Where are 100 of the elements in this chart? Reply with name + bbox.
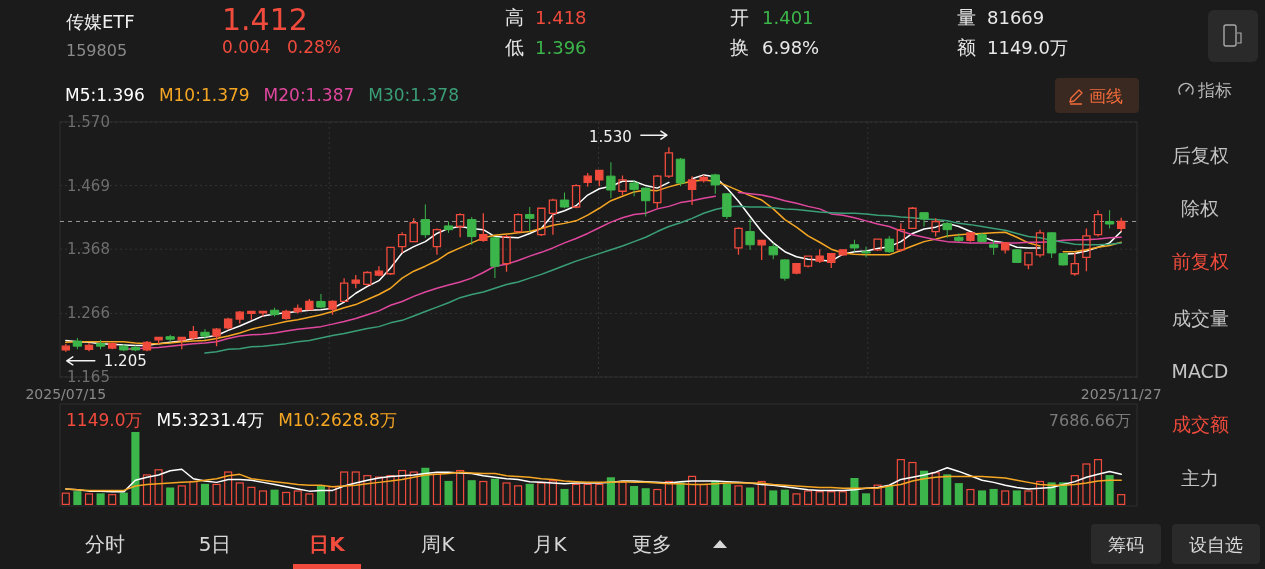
bar (119, 492, 128, 505)
bar (989, 488, 998, 505)
candlestick (734, 226, 743, 256)
bar (769, 490, 778, 505)
bar (398, 469, 407, 505)
bar (61, 492, 70, 505)
bar (258, 490, 268, 505)
candlestick (1082, 227, 1091, 272)
candlestick (606, 161, 616, 199)
candlestick (942, 222, 952, 239)
candlestick (455, 212, 465, 238)
candlestick (537, 206, 546, 237)
candlestick (815, 248, 824, 264)
candlestick (1104, 209, 1115, 229)
candlestick (212, 327, 221, 347)
candlestick (363, 270, 372, 287)
text: 额 (957, 36, 976, 58)
text: 7686.66万 (1048, 410, 1131, 430)
candlestick (722, 192, 732, 220)
candlestick (827, 252, 836, 269)
candlestick (873, 237, 882, 252)
candlestick (768, 243, 778, 260)
candlestick (374, 265, 384, 277)
bar (1024, 490, 1033, 505)
bar (664, 480, 673, 505)
candlestick (61, 342, 71, 353)
bar (688, 475, 697, 505)
text: 1.418 (535, 6, 587, 28)
text: 成交额 (1171, 413, 1229, 435)
candlestick (966, 231, 975, 243)
text: 81669 (987, 6, 1045, 28)
bar (653, 488, 662, 505)
candlestick (757, 239, 766, 261)
bar (374, 476, 383, 505)
candlestick (130, 345, 141, 352)
text: 更多 (632, 532, 672, 556)
candlestick (1116, 217, 1126, 233)
bar (212, 483, 221, 505)
text: 1.396 (535, 36, 587, 58)
text: MACD (1171, 360, 1229, 382)
y-tick-label: 1.570 (67, 113, 110, 131)
bar (896, 459, 905, 505)
candlestick (954, 232, 964, 243)
candlestick (745, 218, 755, 251)
candlestick (258, 310, 268, 318)
candlestick (1046, 231, 1057, 259)
bar (606, 477, 615, 505)
bar (525, 483, 534, 505)
bar (479, 480, 488, 505)
annotation: 1.205 (103, 351, 147, 370)
text: 1.412 (222, 1, 308, 37)
text: M10:2628.8万 (278, 410, 397, 430)
candlestick (351, 274, 360, 289)
candlestick (803, 254, 813, 269)
candlestick (838, 248, 848, 257)
text: 1149.0万 (66, 410, 143, 430)
candlestick (479, 212, 488, 243)
bar (142, 474, 152, 505)
text: 0.004 (222, 37, 271, 57)
candlestick (780, 258, 790, 282)
candlestick (142, 340, 152, 352)
candlestick (559, 192, 570, 209)
bar (293, 490, 302, 505)
bar (305, 493, 314, 505)
bar (943, 474, 952, 505)
candlestick (269, 307, 280, 318)
candlestick (687, 175, 697, 206)
bar (734, 485, 743, 505)
candlestick (931, 217, 940, 238)
bar (340, 471, 349, 505)
x-tick-label: 2025/11/27 (1080, 386, 1162, 402)
candlestick (386, 246, 395, 276)
bar (409, 471, 418, 505)
candlestick (919, 212, 929, 228)
candlestick (618, 174, 627, 196)
bar (247, 486, 256, 505)
candlestick (629, 179, 639, 197)
bar (873, 484, 882, 505)
bar (885, 486, 894, 505)
bar (861, 493, 871, 505)
bar (977, 490, 987, 505)
candlestick (664, 146, 674, 179)
candlestick (710, 173, 720, 195)
candlestick (305, 298, 314, 311)
bar (572, 483, 581, 505)
bar (827, 491, 836, 505)
bar (1035, 480, 1045, 505)
candlestick (72, 337, 83, 350)
bar (838, 491, 847, 505)
bar (166, 487, 175, 505)
bar (966, 488, 975, 505)
candlestick (641, 186, 651, 217)
candlestick (792, 262, 801, 276)
bar (804, 490, 813, 505)
bar (73, 491, 82, 505)
text: M5:3231.4万 (156, 410, 265, 430)
text: 设自选 (1189, 533, 1243, 555)
candlestick (653, 174, 662, 209)
candlestick (1024, 252, 1033, 270)
bar (630, 486, 639, 505)
